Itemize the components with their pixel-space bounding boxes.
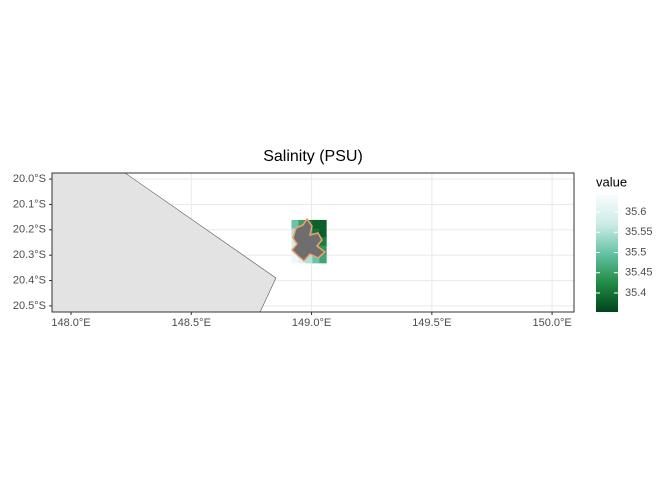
colorbar bbox=[596, 195, 618, 312]
legend-label: 35.6 bbox=[625, 206, 646, 218]
legend-label: 35.4 bbox=[625, 287, 646, 299]
x-tick-label: 148.5°E bbox=[172, 317, 211, 329]
raster-cell bbox=[312, 219, 320, 229]
y-tick-label: 20.1°S bbox=[13, 198, 46, 210]
x-tick-label: 149.5°E bbox=[412, 317, 451, 329]
y-tick-label: 20.2°S bbox=[13, 224, 46, 236]
legend: 35.4 35.45 35.5 35.55 35.6 bbox=[596, 206, 653, 299]
y-tick-label: 20.5°S bbox=[13, 300, 46, 312]
x-tick-label: 150.0°E bbox=[532, 317, 571, 329]
raster-cell bbox=[319, 228, 327, 238]
y-tick-label: 20.0°S bbox=[13, 173, 46, 185]
raster-cell bbox=[312, 254, 320, 264]
raster-cell bbox=[298, 219, 306, 229]
raster-cell bbox=[291, 219, 299, 229]
legend-label: 35.45 bbox=[625, 267, 653, 279]
axes: 148.0°E 148.5°E 149.0°E 149.5°E 150.0°E 20.0°… bbox=[13, 173, 572, 329]
raster-cell bbox=[305, 254, 313, 264]
legend-title: value bbox=[596, 174, 627, 189]
chart-title: Salinity (PSU) bbox=[263, 148, 363, 165]
y-tick-label: 20.3°S bbox=[13, 249, 46, 261]
legend-label: 35.55 bbox=[625, 226, 653, 238]
panel-border bbox=[51, 172, 575, 313]
raster-cell bbox=[319, 219, 327, 229]
x-tick-label: 148.0°E bbox=[51, 317, 90, 329]
raster-cell bbox=[319, 254, 327, 264]
reef bbox=[290, 217, 327, 263]
legend-label: 35.5 bbox=[625, 246, 646, 258]
y-tick-label: 20.4°S bbox=[13, 274, 46, 286]
raster-cell bbox=[291, 254, 299, 264]
raster-cell bbox=[319, 237, 327, 247]
x-tick-label: 149.0°E bbox=[292, 317, 331, 329]
